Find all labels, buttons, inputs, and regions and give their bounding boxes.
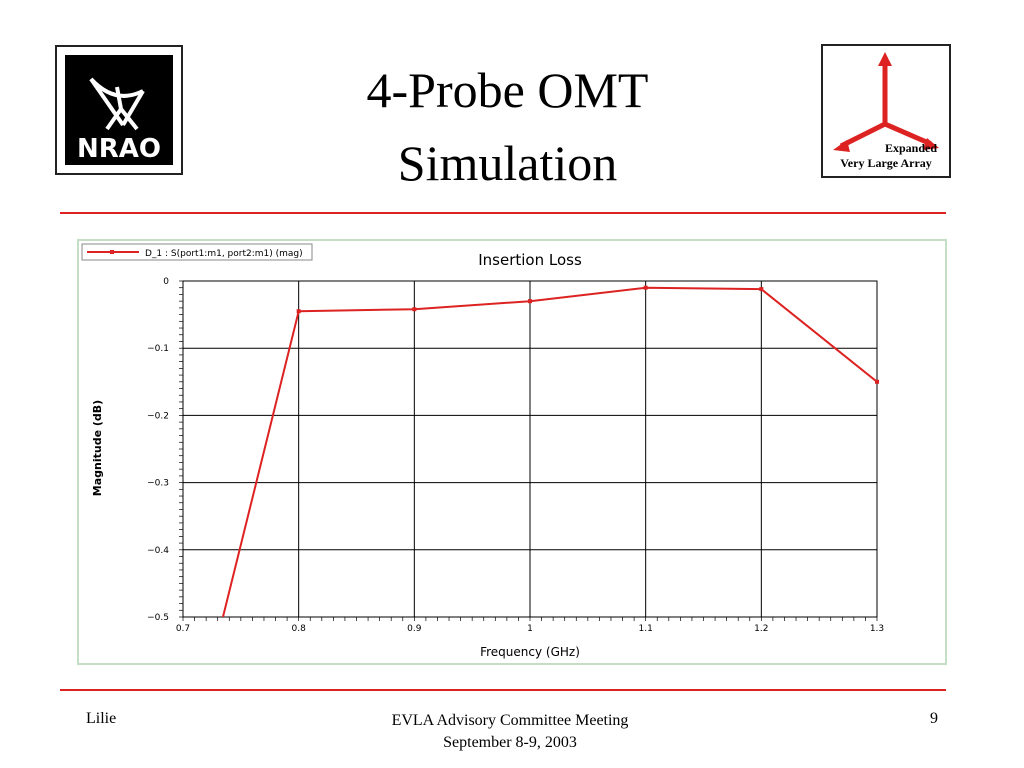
insertion-loss-chart: D_1 : S(port1:m1, port2:m1) (mag) Insert… — [77, 239, 947, 665]
footer-event: EVLA Advisory Committee Meeting Septembe… — [310, 710, 710, 753]
y-tick-label: −0.5 — [147, 613, 169, 623]
x-axis-label: Frequency (GHz) — [480, 645, 580, 659]
x-tick-label: 1.1 — [639, 624, 653, 634]
y-tick-label: −0.4 — [147, 546, 169, 556]
y-tick-label: −0.3 — [147, 479, 169, 489]
nrao-logo: NRAO — [55, 45, 183, 175]
y-tick-label: −0.2 — [147, 411, 169, 421]
slide-title: 4-Probe OMT Simulation — [250, 54, 765, 199]
legend-label: D_1 : S(port1:m1, port2:m1) (mag) — [145, 249, 303, 259]
footer-event-name: EVLA Advisory Committee Meeting — [391, 712, 629, 729]
chart-legend: D_1 : S(port1:m1, port2:m1) (mag) — [81, 243, 313, 261]
x-tick-label: 0.9 — [407, 624, 422, 634]
series-layer — [221, 285, 879, 617]
data-point — [643, 285, 648, 290]
y-axis-label: Magnitude (dB) — [91, 400, 104, 496]
top-divider — [60, 212, 946, 214]
x-tick-label: 0.7 — [176, 624, 190, 634]
tick-label-layer: 0.7 0.8 0.9 1 1.1 1.2 1.3 0 −0.1 −0.2 −0.3 −0.4 −0.5 — [147, 277, 884, 634]
data-point — [759, 287, 764, 292]
grid-layer — [182, 280, 878, 618]
evla-logo: Expanded Very Large Array — [821, 44, 951, 178]
data-point — [875, 379, 879, 384]
evla-logo-line2: Very Large Array — [840, 156, 932, 170]
radio-telescope-icon: NRAO — [65, 55, 173, 165]
chart-svg: D_1 : S(port1:m1, port2:m1) (mag) Insert… — [81, 243, 884, 659]
nrao-logo-text: NRAO — [77, 134, 161, 164]
tick-layer — [179, 280, 878, 621]
x-tick-label: 1.2 — [754, 624, 768, 634]
bottom-divider — [60, 689, 946, 691]
data-point — [528, 299, 532, 304]
slide-title-line1: 4-Probe OMT — [366, 62, 649, 118]
data-point — [296, 309, 301, 314]
slide-title-line2: Simulation — [397, 134, 618, 191]
legend-marker — [110, 250, 114, 254]
y-arrows-icon: Expanded Very Large Array — [833, 52, 939, 170]
evla-logo-line1: Expanded — [885, 141, 937, 155]
footer-author: Lilie — [86, 710, 117, 727]
chart-title: Insertion Loss — [478, 251, 582, 269]
x-tick-label: 1 — [527, 624, 533, 634]
y-tick-label: −0.1 — [147, 344, 169, 354]
footer-event-date: September 8-9, 2003 — [443, 733, 577, 751]
page-number: 9 — [930, 710, 938, 727]
x-tick-label: 0.8 — [292, 624, 307, 634]
x-tick-label: 1.3 — [870, 624, 884, 634]
legend-box — [81, 243, 313, 261]
data-point — [412, 307, 417, 312]
y-tick-label: 0 — [163, 277, 169, 287]
